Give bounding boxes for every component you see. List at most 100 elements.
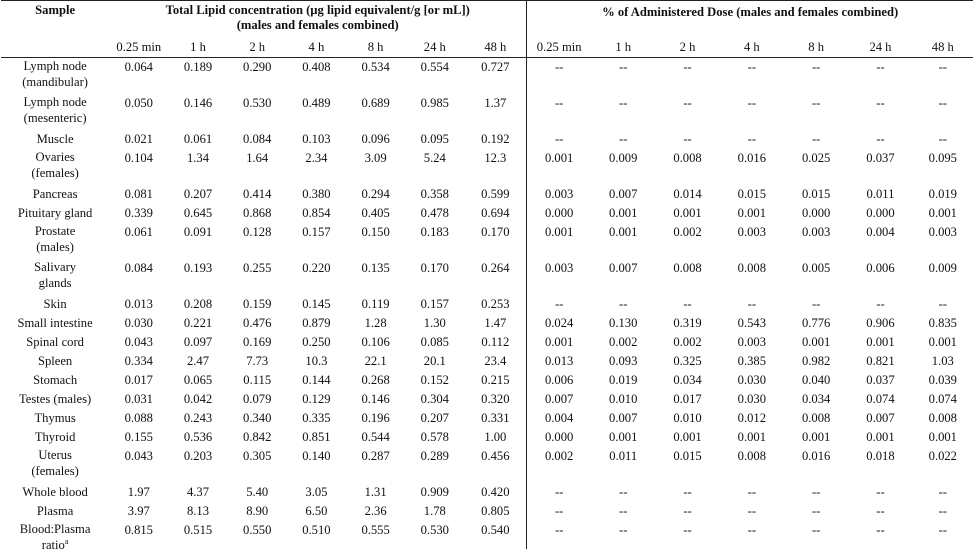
- concentration-cell: 0.304: [420, 392, 449, 406]
- concentration-cell: 0.140: [302, 449, 331, 463]
- concentration-cell: 0.091: [183, 225, 213, 239]
- footnote-marker: a: [64, 536, 69, 546]
- dose-percent-cell: 0.001: [801, 335, 831, 349]
- dose-percent-cell: 0.543: [737, 316, 767, 330]
- concentration-cell: 3.97: [127, 504, 150, 518]
- sample-name-line: Skin: [1, 295, 109, 314]
- dose-percent-cell: --: [938, 504, 947, 518]
- sample-name-text: Muscle: [36, 132, 74, 146]
- table-row: Testes (males) 0.031 0.042 0.079 0.129 0.146 0…: [1, 390, 973, 409]
- dose-percent-cell: --: [619, 297, 628, 311]
- sample-name-text: Ovaries: [35, 150, 75, 164]
- sample-name-line: Prostate: [1, 223, 109, 239]
- sample-name-text: ratio: [41, 538, 65, 549]
- concentration-cell: 0.146: [361, 392, 390, 406]
- concentration-cell: 0.331: [481, 411, 510, 425]
- sample-name: Lymph node (mesenteric): [1, 94, 109, 130]
- concentration-cell: 3.09: [364, 151, 387, 165]
- dose-percent-cell: 0.022: [928, 449, 957, 463]
- table-row: Spleen 0.334 2.47 7.73 10.3 22.1 20.1 23.4 0.013…: [1, 352, 973, 371]
- table-row: Thyroid 0.155 0.536 0.842 0.851 0.544 0.578 1.0…: [1, 428, 973, 447]
- conc-timepoint-header: 0.25 min: [109, 38, 169, 58]
- sample-name-line: Pituitary gland: [1, 204, 109, 223]
- concentration-cell: 0.335: [302, 411, 331, 425]
- dose-percent-cell: 0.005: [801, 261, 831, 275]
- concentration-cell: 6.50: [305, 504, 328, 518]
- concentration-cell: 0.805: [481, 504, 510, 518]
- concentration-cell: 0.183: [420, 225, 449, 239]
- dose-percent-cell: 0.000: [526, 204, 592, 223]
- concentration-cell: 1.28: [364, 316, 387, 330]
- concentration-cell: 0.550: [227, 521, 287, 549]
- dose-timepoint-header: 4 h: [719, 38, 784, 58]
- total-lipid-header-line1: Total Lipid concentration (µg lipid equi…: [165, 3, 470, 17]
- sample-name: Thymus: [1, 409, 109, 428]
- dose-percent-cell: 0.024: [526, 314, 592, 333]
- concentration-cell: 1.34: [186, 151, 210, 165]
- dose-percent-cell: 0.019: [609, 373, 638, 387]
- dose-percent-cell: 0.821: [866, 354, 895, 368]
- concentration-cell: 2.36: [364, 504, 387, 518]
- dose-percent-cell: 0.130: [609, 316, 638, 330]
- dose-percent-cell: 0.002: [609, 335, 638, 349]
- concentration-cell: 0.305: [243, 449, 272, 463]
- dose-percent-cell: --: [655, 521, 720, 549]
- sample-name: Lymph node (mandibular): [1, 58, 109, 95]
- sample-name-text: Spleen: [37, 354, 73, 368]
- sample-name: Plasma: [1, 502, 109, 521]
- dose-percent-cell: 0.001: [866, 430, 895, 444]
- sample-name-text: Pancreas: [32, 187, 78, 201]
- dose-percent-cell: 0.040: [801, 373, 831, 387]
- dose-percent-cell: --: [619, 132, 628, 146]
- dose-percent-cell: 0.003: [801, 225, 831, 239]
- sample-name: Skin: [1, 295, 109, 314]
- sample-name: Whole blood: [1, 483, 109, 502]
- concentration-cell: 0.515: [168, 521, 228, 549]
- concentration-cell: 0.135: [361, 261, 390, 275]
- concentration-cell: 0.340: [243, 411, 272, 425]
- sample-name-line: Stomach: [1, 371, 109, 390]
- table-row: Lymph node (mandibular) 0.064 0.189 0.290 0.4…: [1, 57, 973, 95]
- concentration-cell: 0.095: [420, 132, 449, 146]
- concentration-cell: 8.90: [246, 504, 269, 518]
- concentration-cell: 0.530: [243, 96, 272, 110]
- table-row: Spinal cord 0.043 0.097 0.169 0.250 0.106 0.08…: [1, 333, 973, 352]
- sample-name-text: Whole blood: [22, 485, 88, 499]
- dose-percent-cell: 0.011: [609, 449, 638, 463]
- dose-percent-cell: 0.001: [928, 430, 957, 444]
- dose-percent-cell: 0.003: [526, 185, 592, 204]
- dose-percent-cell: 0.010: [609, 392, 638, 406]
- dose-percent-cell: --: [619, 96, 628, 110]
- dose-percent-cell: 0.007: [609, 187, 638, 201]
- concentration-cell: 0.207: [183, 187, 213, 201]
- dose-percent-cell: 0.008: [737, 261, 767, 275]
- concentration-cell: 0.578: [420, 430, 449, 444]
- concentration-cell: 0.021: [124, 132, 153, 146]
- concentration-cell: 0.043: [124, 335, 153, 349]
- concentration-cell: 0.544: [361, 430, 390, 444]
- dose-percent-cell: 0.007: [609, 261, 638, 275]
- dose-percent-cell: 0.001: [673, 206, 702, 220]
- dose-percent-cell: 0.034: [673, 373, 702, 387]
- sample-name-line: Whole blood: [1, 483, 109, 502]
- dose-percent-cell: 0.001: [609, 430, 638, 444]
- sample-name-text: Testes (males): [18, 392, 92, 406]
- dose-percent-cell: --: [683, 297, 692, 311]
- dose-percent-cell: 0.030: [737, 392, 767, 406]
- concentration-cell: 7.73: [246, 354, 269, 368]
- table-row: Whole blood 1.97 4.37 5.40 3.05 1.31 0.909 0.42…: [1, 483, 973, 502]
- dose-percent-cell: 0.008: [673, 261, 702, 275]
- concentration-cell: 0.064: [124, 60, 153, 74]
- dose-percent-cell: 0.319: [673, 316, 702, 330]
- table-header: Sample Total Lipid concentration (µg lip…: [1, 0, 973, 58]
- dose-percent-cell: --: [526, 483, 592, 502]
- dose-percent-cell: --: [876, 60, 885, 74]
- concentration-cell: 0.155: [124, 430, 153, 444]
- dose-percent-cell: --: [619, 504, 628, 518]
- sample-name-text: Thymus: [34, 411, 76, 425]
- table-row: Ovaries (females) 0.104 1.34 1.64 2.34 3.09 5.2…: [1, 149, 973, 185]
- sample-name-text: Blood:Plasma: [19, 522, 91, 536]
- concentration-cell: 0.050: [124, 96, 153, 110]
- dose-percent-cell: --: [912, 521, 973, 549]
